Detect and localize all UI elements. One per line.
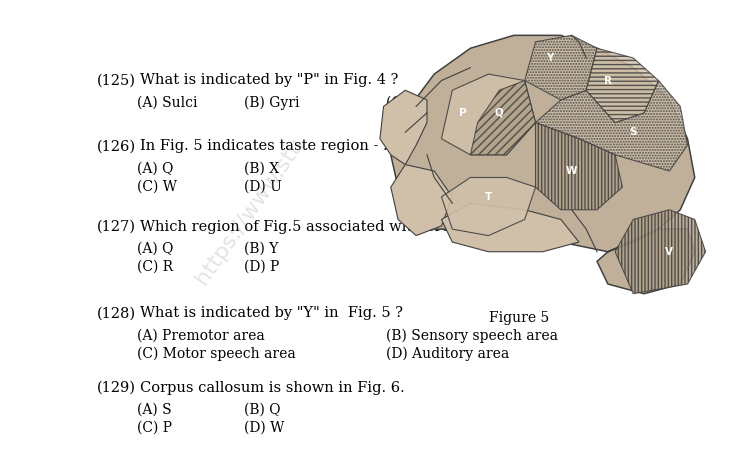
Polygon shape (586, 48, 659, 123)
Text: (126): (126) (97, 139, 136, 153)
Text: (B) Gyri: (B) Gyri (244, 95, 300, 110)
Text: Y: Y (546, 53, 553, 63)
Text: W: W (566, 166, 577, 176)
Text: (B) Sensory speech area: (B) Sensory speech area (386, 328, 558, 343)
Text: In Fig. 5 indicates taste region - ..........: In Fig. 5 indicates taste region - .....… (140, 139, 429, 153)
Polygon shape (380, 90, 427, 164)
Text: (C) W: (C) W (137, 180, 177, 193)
Text: R: R (604, 76, 612, 86)
Text: (C) P: (C) P (137, 421, 172, 435)
Text: (D) P: (D) P (244, 260, 280, 274)
Text: (D) W: (D) W (244, 421, 284, 435)
Text: P: P (459, 108, 467, 118)
Polygon shape (536, 123, 622, 210)
Text: (A) S: (A) S (137, 403, 171, 417)
Polygon shape (471, 81, 536, 155)
Text: Corpus callosum is shown in Fig. 6.: Corpus callosum is shown in Fig. 6. (140, 380, 404, 395)
Text: Q: Q (495, 108, 504, 118)
Text: (127): (127) (97, 220, 136, 234)
Text: (A) Sulci: (A) Sulci (137, 95, 197, 109)
Text: S: S (629, 127, 637, 137)
Text: (B) Q: (B) Q (244, 403, 281, 417)
Polygon shape (391, 164, 452, 236)
Text: (125): (125) (97, 74, 136, 87)
Text: Which region of Fig.5 associated with creative skill ?: Which region of Fig.5 associated with cr… (140, 220, 534, 234)
Polygon shape (391, 35, 694, 294)
Text: Figure 5: Figure 5 (489, 311, 549, 325)
Text: (D) Auditory area: (D) Auditory area (386, 347, 510, 361)
Text: (A) Premotor area: (A) Premotor area (137, 328, 265, 342)
Polygon shape (536, 81, 687, 171)
Polygon shape (442, 74, 536, 155)
Text: (D) Corpus callosum: (D) Corpus callosum (505, 95, 649, 110)
Text: (A) Q: (A) Q (137, 161, 173, 175)
Text: (A) Q: (A) Q (137, 242, 173, 256)
Text: (B) Y: (B) Y (244, 242, 279, 256)
Text: V: V (665, 247, 673, 257)
Text: (129): (129) (97, 380, 136, 395)
Polygon shape (615, 210, 705, 294)
Text: What is indicated by "Y" in  Fig. 5 ?: What is indicated by "Y" in Fig. 5 ? (140, 306, 403, 321)
Polygon shape (442, 203, 579, 252)
Text: https://www.stu: https://www.stu (192, 133, 308, 288)
Text: (B) X: (B) X (244, 161, 279, 175)
Text: (C) R: (C) R (137, 260, 173, 274)
Polygon shape (525, 35, 597, 100)
Text: T: T (485, 192, 492, 202)
Text: (128): (128) (97, 306, 136, 321)
Text: What is indicated by "P" in Fig. 4 ?: What is indicated by "P" in Fig. 4 ? (140, 74, 398, 87)
Polygon shape (442, 178, 536, 236)
Text: (C) Lateral groove: (C) Lateral groove (386, 95, 515, 110)
Text: (C) Motor speech area: (C) Motor speech area (137, 347, 295, 361)
Text: (D) U: (D) U (244, 180, 282, 193)
